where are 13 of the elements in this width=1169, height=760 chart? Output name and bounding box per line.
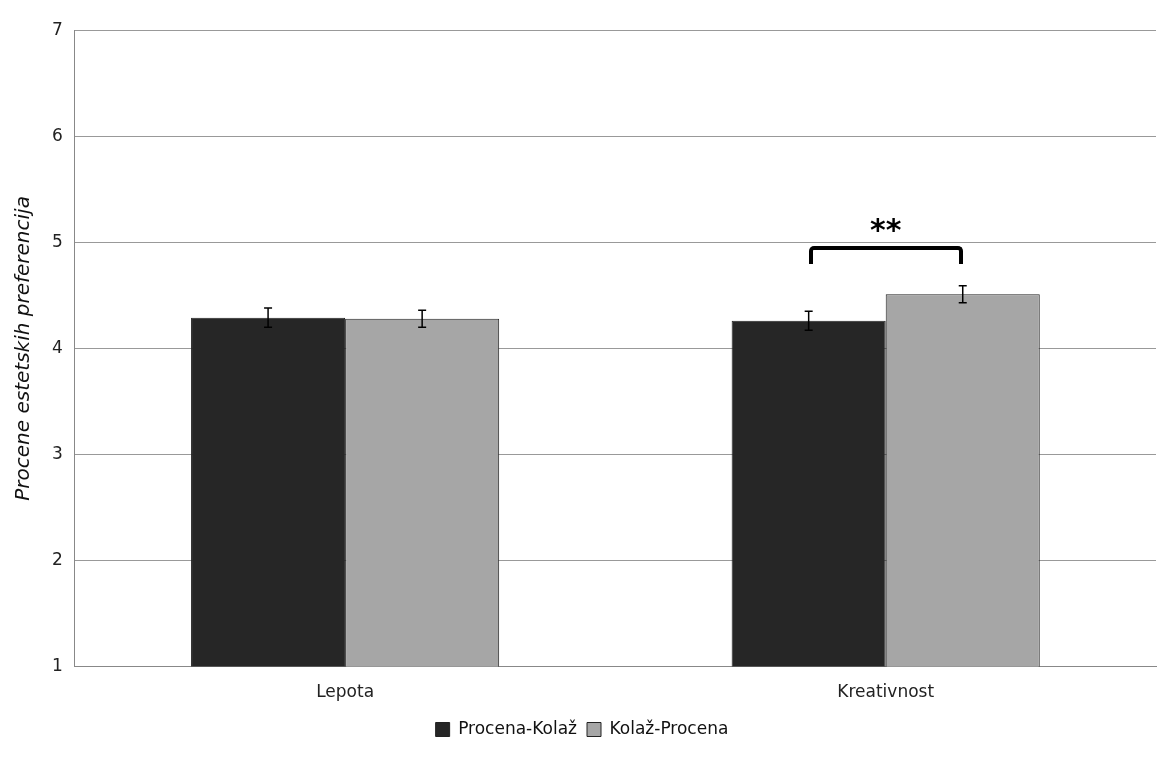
legend-label: Procena-Kolaž bbox=[458, 717, 578, 738]
y-axis-title: Procene estetskih preferencija bbox=[10, 196, 35, 501]
y-tick-label: 5 bbox=[51, 230, 63, 251]
x-tick-label: Lepota bbox=[316, 681, 375, 702]
y-tick-label: 2 bbox=[51, 548, 63, 569]
y-tick-label: 3 bbox=[51, 442, 63, 463]
y-tick-label: 7 bbox=[51, 18, 63, 39]
y-tick-label: 1 bbox=[51, 655, 63, 676]
annotation: ** bbox=[869, 211, 903, 247]
legend-label: Kolaž-Procena bbox=[609, 717, 729, 738]
y-tick-label: 6 bbox=[51, 124, 63, 145]
y-tick-label: 4 bbox=[51, 336, 63, 357]
x-tick-label: Kreativnost bbox=[837, 681, 935, 702]
